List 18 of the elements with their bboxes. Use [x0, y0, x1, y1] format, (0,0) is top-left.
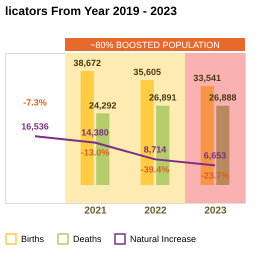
x-tick-label: 2021 [84, 206, 108, 216]
x-tick-label: 2023 [204, 206, 228, 216]
annotation: -13.0% [80, 148, 110, 158]
text: ~80% BOOSTED POPULATION [90, 40, 220, 50]
data-label: 14,380 [81, 128, 109, 138]
data-label: 16,536 [21, 121, 49, 132]
data-label: 38,672 [73, 58, 101, 68]
legend-label: Natural Increase [130, 234, 196, 244]
data-label: 33,541 [193, 73, 221, 84]
annotation: -23.7% [200, 170, 230, 180]
annotation: -39.4% [140, 164, 170, 174]
annotation: -7.3% [23, 98, 47, 108]
data-label: 8,714 [144, 144, 166, 154]
legend-label: Births [21, 234, 45, 244]
data-label: 35,605 [133, 67, 161, 78]
chart-title: licators From Year 2019 - 2023 [5, 4, 178, 18]
x-tick-label: 2022 [144, 206, 168, 216]
legend-label: Deaths [73, 234, 102, 244]
